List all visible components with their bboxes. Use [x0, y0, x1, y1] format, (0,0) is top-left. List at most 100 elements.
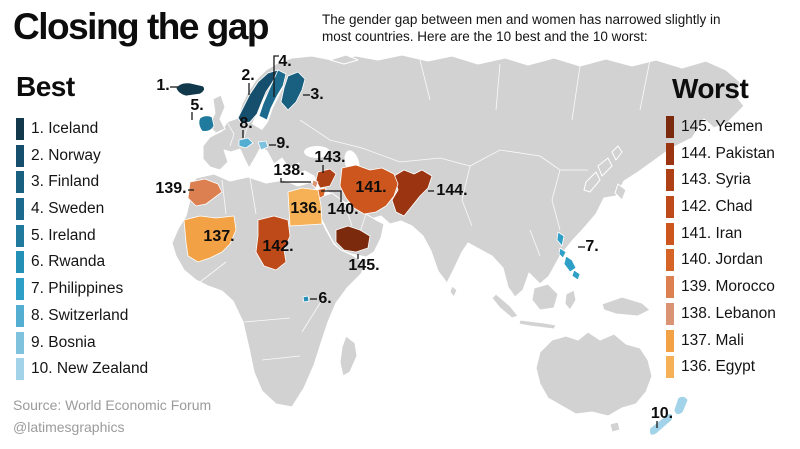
- legend-label: 139. Morocco: [681, 278, 775, 296]
- legend-row-worst-145: 145. Yemen: [666, 116, 776, 138]
- map-label-mali: 137.: [203, 228, 235, 245]
- legend-row-worst-138: 138. Lebanon: [666, 302, 776, 325]
- map-label-egypt: 136.: [290, 200, 322, 217]
- map-label-iceland: 1.: [156, 77, 170, 94]
- map-label-yemen: 145.: [348, 257, 380, 274]
- rank-color-swatch: [16, 251, 24, 274]
- map-label-morocco: 139.: [155, 180, 187, 197]
- rank-color-swatch: [16, 358, 24, 381]
- landmass-sri-lanka: [449, 285, 458, 298]
- legend-row-worst-140: 140. Jordan: [666, 249, 776, 272]
- legend-row-best-4: 4. Sweden: [16, 198, 148, 221]
- map-label-norway: 2.: [241, 67, 255, 84]
- subtitle-line-2: most countries. Here are the 10 best and…: [322, 29, 648, 44]
- country-sweden: [258, 69, 287, 121]
- legend-row-worst-139: 139. Morocco: [666, 276, 776, 299]
- credit-line: @latimesgraphics: [13, 419, 125, 435]
- rank-color-swatch: [16, 144, 24, 167]
- rank-color-swatch: [666, 356, 674, 379]
- rank-color-swatch: [16, 224, 24, 247]
- rank-color-swatch: [666, 329, 674, 352]
- map-label-finland: 3.: [310, 86, 324, 103]
- landmass-australia: [535, 331, 653, 417]
- legend-label: 142. Chad: [681, 198, 753, 216]
- worst-legend: Worst 145. Yemen 144. Pakistan 143. Syri…: [666, 73, 776, 383]
- country-new-zealand: [649, 396, 689, 436]
- legend-label: 144. Pakistan: [681, 144, 775, 162]
- rank-color-swatch: [16, 171, 24, 194]
- legend-label: 4. Sweden: [31, 200, 105, 218]
- best-legend: Best 1. Iceland 2. Norway 3. Finland 4. …: [16, 71, 148, 385]
- rank-color-swatch: [16, 331, 24, 354]
- map-label-switzerland: 8.: [239, 115, 253, 132]
- country-iceland: [175, 82, 205, 97]
- map-label-sweden: 4.: [278, 53, 292, 70]
- country-switzerland: [238, 137, 254, 149]
- legend-label: 3. Finland: [31, 173, 100, 191]
- legend-label: 137. Mali: [681, 331, 744, 349]
- map-label-bosnia: 9.: [276, 135, 290, 152]
- rank-color-swatch: [16, 304, 24, 327]
- landmass-japan: [583, 145, 623, 193]
- country-bosnia: [257, 140, 269, 151]
- landmass-korea: [614, 183, 627, 201]
- country-lebanon: [311, 179, 319, 189]
- rank-color-swatch: [666, 116, 674, 138]
- legend-label: 143. Syria: [681, 171, 751, 189]
- rank-color-swatch: [666, 222, 674, 245]
- best-legend-items: 1. Iceland 2. Norway 3. Finland 4. Swede…: [16, 118, 149, 381]
- legend-label: 10. New Zealand: [31, 360, 149, 378]
- legend-row-worst-137: 137. Mali: [666, 329, 776, 352]
- legend-row-best-5: 5. Ireland: [16, 224, 148, 247]
- legend-row-worst-136: 136. Egypt: [666, 356, 776, 379]
- legend-row-worst-143: 143. Syria: [666, 169, 776, 192]
- country-egypt: [287, 187, 323, 227]
- rank-color-swatch: [16, 198, 24, 221]
- worst-countries: [183, 164, 433, 271]
- subtitle-line-1: The gender gap between men and women has…: [322, 12, 721, 27]
- country-chad: [255, 215, 291, 271]
- map-label-syria: 143.: [314, 149, 346, 166]
- best-heading: Best: [16, 71, 75, 102]
- country-finland: [280, 71, 306, 111]
- map-label-new-zealand: 10.: [650, 405, 674, 422]
- landmass-tasmania: [609, 421, 621, 433]
- legend-label: 7. Philippines: [31, 280, 124, 298]
- connector-sweden: [273, 55, 279, 97]
- country-iran: [339, 164, 399, 215]
- legend-row-best-7: 7. Philippines: [16, 278, 148, 301]
- label-connectors: [170, 55, 658, 428]
- rank-color-swatch: [666, 196, 674, 219]
- legend-row-best-6: 6. Rwanda: [16, 251, 148, 274]
- rank-color-swatch: [666, 302, 674, 325]
- legend-label: 141. Iran: [681, 224, 743, 242]
- country-pakistan: [391, 169, 433, 217]
- legend-row-best-9: 9. Bosnia: [16, 331, 148, 354]
- subtitle: The gender gap between men and women has…: [322, 11, 721, 45]
- country-morocco: [187, 178, 223, 207]
- legend-label: 8. Switzerland: [31, 306, 129, 324]
- legend-label: 9. Bosnia: [31, 333, 96, 351]
- best-countries: [175, 69, 689, 436]
- worst-legend-items: 145. Yemen 144. Pakistan 143. Syria 142.…: [666, 116, 776, 379]
- map-label-chad: 142.: [262, 238, 294, 255]
- map-label-ireland: 5.: [190, 97, 204, 114]
- legend-row-best-8: 8. Switzerland: [16, 304, 148, 327]
- source-line: Source: World Economic Forum: [13, 397, 212, 413]
- legend-label: 1. Iceland: [31, 120, 99, 137]
- landmass-borneo: [531, 283, 559, 311]
- page-title: Closing the gap: [13, 6, 270, 47]
- legend-row-best-10: 10. New Zealand: [16, 358, 149, 381]
- map-label-philippines: 7.: [585, 238, 599, 255]
- landmass-madagascar: [339, 335, 358, 377]
- map-label-lebanon: 138.: [273, 162, 305, 179]
- worst-heading: Worst: [672, 73, 749, 104]
- map-label-rwanda: 6.: [318, 290, 332, 307]
- legend-label: 136. Egypt: [681, 358, 756, 376]
- rank-color-swatch: [666, 169, 674, 192]
- black-sea: [304, 146, 330, 158]
- map-label-pakistan: 144.: [436, 182, 468, 199]
- landmass-java: [518, 319, 557, 330]
